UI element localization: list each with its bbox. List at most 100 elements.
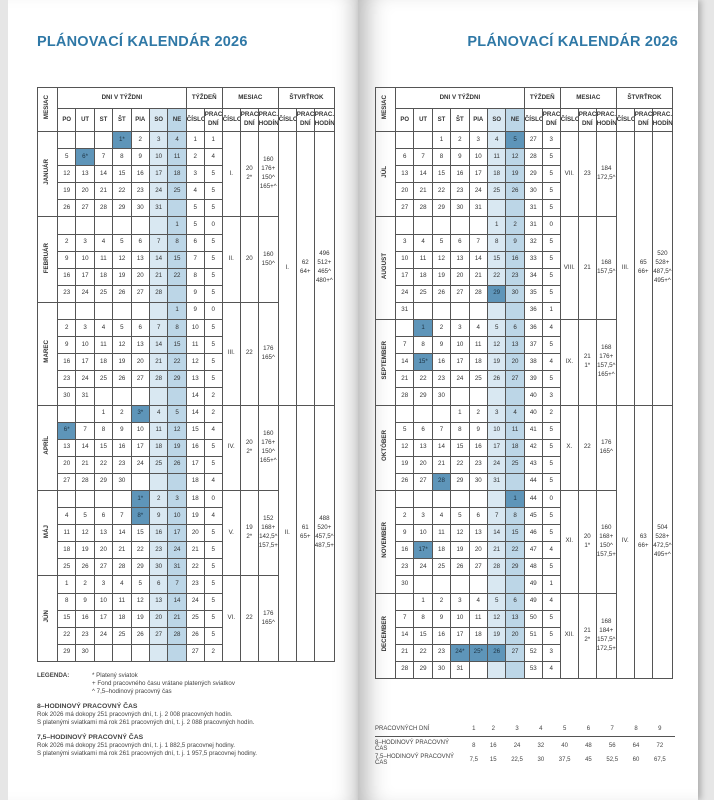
day-cell: 26 [486, 370, 507, 389]
week-work-days: 0 [203, 489, 223, 509]
day-cell: 26 [75, 558, 95, 577]
weekday-header: SO [486, 108, 507, 132]
day-cell [468, 660, 488, 680]
day-cell: 26 [112, 284, 132, 303]
day-cell [505, 472, 525, 491]
week-number: 11 [185, 336, 205, 355]
month-work-hours: 160 150^ [257, 216, 279, 303]
week-row: 11 12 13 14 15 16 17 20 5 [38, 524, 335, 543]
day-cell: 21 [93, 182, 114, 201]
day-cell: 20 [148, 609, 169, 628]
day-cell: 20 [413, 455, 433, 474]
week-row: JÚL 1 2 3 4 5 27 3 VII. 23 184 172,5^ III. 65 66+ 520 52… [374, 130, 674, 406]
day-cell: 9 [450, 148, 470, 167]
week-work-days: 2 [203, 643, 223, 662]
day-cell: 14 [75, 438, 95, 457]
day-cell: 22 [450, 455, 470, 474]
week-number: 14 [185, 404, 205, 423]
footer-value: 56 [608, 743, 616, 749]
day-cell: 8 [413, 609, 433, 628]
day-cell [112, 216, 132, 235]
day-cell: 30 [431, 660, 452, 680]
day-cell: 15 [413, 626, 433, 645]
value-line: 19 [245, 524, 253, 532]
footer-value: 16 [489, 743, 497, 749]
week-number: 47 [523, 541, 543, 560]
value-line: 21 [583, 626, 591, 634]
day-cell: 18 [468, 626, 488, 645]
weekday-header: ST [431, 108, 452, 132]
day-cell: 12 [130, 592, 150, 611]
day-cell: 17 [395, 267, 415, 286]
day-cell: 14 [413, 165, 433, 184]
week-work-days: 5 [203, 370, 223, 389]
month-name-label: DECEMBER [381, 616, 389, 652]
week-work-days: 5 [203, 455, 223, 474]
day-cell: 23 [395, 558, 415, 577]
day-cell: 12 [112, 250, 132, 269]
month-work-days: 19 2* [239, 489, 259, 577]
subheader-work-days: PRAC. DNÍ [239, 108, 259, 132]
footer-value: 30 [537, 757, 545, 763]
day-cell: 14 [395, 626, 415, 645]
day-cell [57, 301, 77, 321]
week-work-days: 2 [541, 404, 561, 423]
day-cell: 13 [130, 250, 150, 269]
day-cell: 26 [167, 455, 187, 474]
day-cell: 17 [75, 267, 95, 286]
week-work-days: 3 [541, 643, 561, 662]
month-name: JÚN [36, 575, 59, 662]
day-cell: 24 [167, 541, 187, 560]
day-cell [395, 216, 415, 235]
value-line: 61 [301, 524, 309, 532]
value-line: 528+ [655, 532, 670, 540]
day-cell [468, 301, 488, 321]
day-cell [395, 319, 415, 338]
day-cell: 19 [112, 267, 132, 286]
week-row: 23 24 25 26 27 28 9 5 [38, 284, 335, 303]
value-line: 2* [246, 533, 253, 541]
week-number: 28 [523, 148, 543, 167]
day-cell: 4 [93, 319, 114, 338]
value-line: 23 [583, 169, 591, 177]
day-cell: 13 [413, 438, 433, 457]
day-cell: 8 [57, 592, 77, 611]
week-work-days: 5 [541, 336, 561, 355]
day-cell: 4 [486, 130, 507, 150]
day-cell: 31 [75, 387, 95, 406]
week-row: 26 27 28 29 30 31 44 5 [376, 472, 673, 491]
day-cell: 19 [486, 353, 507, 372]
day-cell: 13 [130, 336, 150, 355]
day-cell: 23 [57, 370, 77, 389]
value-line: 2* [246, 174, 253, 182]
day-cell: 11 [93, 336, 114, 355]
day-cell: 2 [112, 404, 132, 423]
day-cell [395, 130, 415, 150]
subheader-work-days: PRAC. DNÍ [295, 108, 315, 132]
week-row: 23 24 25 26 27 28 29 13 5 [38, 370, 335, 389]
month-name: MÁJ [36, 489, 59, 577]
month-work-days: 20 2* [239, 404, 259, 491]
month-work-hours: 160 176+ 150^ 165+^ [257, 404, 279, 491]
section-title: 7,5–HODINOVÝ PRACOVNÝ ČAS [37, 734, 144, 741]
value-line: 157,5+^ [596, 550, 616, 558]
month-name-label: MAREC [43, 340, 51, 364]
day-cell: 10 [75, 336, 95, 355]
footer-row: PRACOVNÝCH DNÍ 1 2 3 4 5 6 7 8 9 [375, 725, 675, 737]
day-cell [486, 387, 507, 406]
month-name-label: JANUÁR [43, 159, 51, 186]
day-cell [413, 301, 433, 321]
day-cell: 2 [148, 489, 169, 509]
value-line: 176 [263, 609, 274, 617]
subheader-number: ČÍSLO [221, 108, 241, 132]
day-cell: 18 [93, 353, 114, 372]
month-name: SEPTEMBER [374, 319, 397, 406]
day-cell [431, 575, 452, 594]
week-number: 36 [523, 301, 543, 321]
month-number: XII. [559, 592, 579, 680]
week-number: 49 [523, 575, 543, 594]
week-row: 4 5 6 7 8* 9 10 19 4 [38, 507, 335, 526]
day-cell: 25 [486, 182, 507, 201]
day-cell: 4 [57, 507, 77, 526]
week-number: 38 [523, 353, 543, 372]
